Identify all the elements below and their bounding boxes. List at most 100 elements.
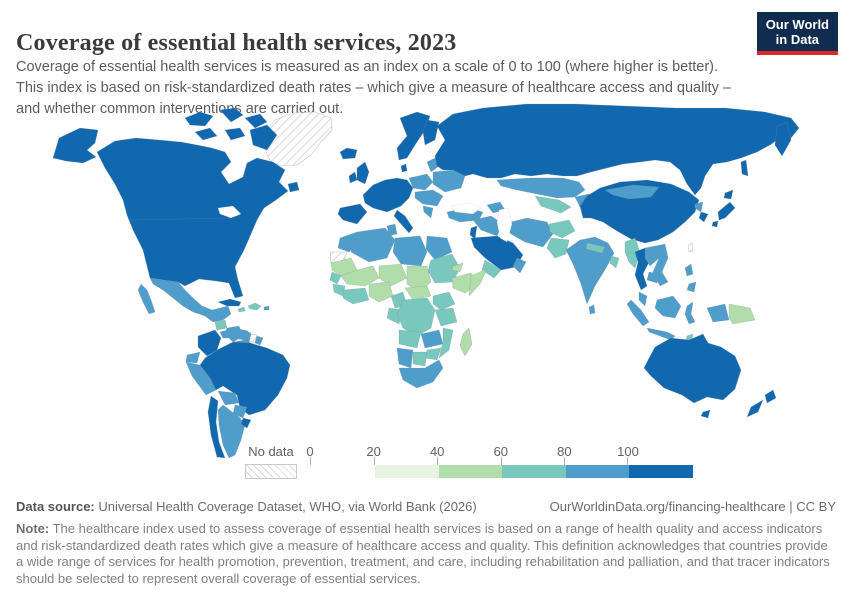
country-china[interactable] [579, 179, 700, 244]
country-dr-congo[interactable] [396, 297, 436, 337]
country-russia-kamchatka[interactable] [774, 121, 792, 157]
country-iberia[interactable] [337, 203, 368, 225]
country-canada-island[interactable] [244, 113, 268, 129]
legend-bin-80-100[interactable] [629, 465, 693, 478]
country-japan-hokkaido[interactable] [723, 189, 734, 200]
country-philippines-luzon[interactable] [684, 263, 694, 277]
country-jamaica[interactable] [237, 306, 246, 313]
country-ireland[interactable] [348, 171, 358, 184]
country-italy[interactable] [393, 209, 414, 234]
country-nigeria[interactable] [368, 281, 394, 303]
country-denmark[interactable] [400, 163, 408, 173]
country-iceland[interactable] [339, 147, 358, 160]
country-eritrea[interactable] [451, 262, 464, 273]
country-south-africa[interactable] [398, 359, 444, 389]
country-uganda-kenya[interactable] [432, 291, 456, 311]
owid-logo[interactable]: Our World in Data [756, 12, 838, 55]
country-madagascar[interactable] [459, 327, 473, 357]
country-australia[interactable] [643, 333, 742, 404]
country-norway-sweden[interactable] [396, 111, 431, 161]
country-brazil[interactable] [199, 341, 291, 416]
country-cuba[interactable] [217, 298, 242, 307]
country-mozambique-malawi[interactable] [438, 327, 454, 359]
country-tasmania[interactable] [700, 409, 711, 419]
country-canada-baffin[interactable] [249, 124, 278, 151]
country-bangladesh[interactable] [609, 255, 620, 269]
country-senegal[interactable] [329, 271, 342, 285]
country-mexico[interactable] [149, 277, 232, 323]
country-namibia[interactable] [396, 347, 414, 369]
country-poland[interactable] [408, 173, 434, 191]
country-turkmenistan-uzbekistan[interactable] [534, 195, 572, 214]
country-indonesia-sumatra[interactable] [626, 299, 650, 327]
country-indonesia-java[interactable] [646, 327, 676, 341]
country-zambia[interactable] [420, 329, 444, 349]
country-ecuador[interactable] [185, 351, 201, 364]
country-central-african-republic[interactable] [404, 285, 432, 301]
country-papua-new-guinea[interactable] [728, 303, 756, 325]
country-nepal[interactable] [585, 242, 606, 254]
country-united-kingdom[interactable] [356, 161, 370, 185]
country-zimbabwe[interactable] [424, 347, 442, 361]
country-tunisia[interactable] [386, 223, 398, 237]
country-taiwan[interactable] [687, 242, 694, 253]
country-newfoundland[interactable] [287, 181, 300, 193]
country-sri-lanka[interactable] [588, 304, 596, 315]
country-new-zealand-south[interactable] [746, 399, 764, 418]
country-angola[interactable] [398, 329, 422, 349]
country-south-korea[interactable] [698, 211, 709, 223]
country-philippines-mindanao[interactable] [686, 281, 697, 293]
country-greenland[interactable] [262, 111, 333, 167]
country-guyana[interactable] [242, 330, 252, 343]
country-iran[interactable] [502, 217, 554, 248]
country-libya[interactable] [392, 235, 428, 267]
country-russia-sakhalin[interactable] [740, 159, 749, 177]
country-french-guiana[interactable] [254, 335, 264, 346]
country-north-korea[interactable] [694, 201, 704, 213]
country-kazakhstan[interactable] [496, 177, 586, 199]
country-hispaniola[interactable] [247, 302, 262, 311]
country-indonesia-sulawesi[interactable] [684, 301, 696, 325]
country-egypt[interactable] [425, 235, 453, 261]
country-mongolia[interactable] [604, 184, 660, 200]
country-west-new-guinea[interactable] [706, 303, 730, 323]
country-canada-island[interactable] [194, 127, 218, 141]
country-guatemala[interactable] [214, 319, 228, 331]
country-india[interactable] [565, 236, 615, 305]
country-uruguay[interactable] [240, 417, 252, 429]
country-chile[interactable] [207, 395, 226, 459]
country-somalia[interactable] [468, 268, 488, 297]
country-balkans-romania[interactable] [414, 189, 444, 207]
country-malaysia[interactable] [638, 291, 648, 307]
country-pakistan[interactable] [546, 237, 570, 259]
legend-no-data-swatch[interactable] [245, 464, 297, 479]
country-yemen[interactable] [481, 259, 502, 279]
country-ivory-coast-ghana[interactable] [342, 287, 370, 305]
country-oman[interactable] [512, 257, 527, 274]
country-japan-kyushu[interactable] [711, 220, 719, 228]
legend-bin-40-60[interactable] [502, 465, 566, 478]
country-canada-island[interactable] [219, 107, 244, 123]
country-greece[interactable] [422, 205, 434, 219]
country-niger[interactable] [378, 263, 408, 287]
country-cambodia[interactable] [646, 271, 661, 284]
country-tanzania[interactable] [434, 307, 458, 327]
country-canada-island[interactable] [184, 111, 214, 127]
country-myanmar[interactable] [624, 237, 641, 269]
country-new-zealand-north[interactable] [764, 389, 777, 404]
country-japan-honshu[interactable] [717, 201, 736, 221]
country-afghanistan[interactable] [548, 219, 576, 239]
legend-bin-20-40[interactable] [438, 465, 503, 478]
country-western-europe[interactable] [362, 177, 414, 213]
country-canada-usa[interactable] [96, 137, 289, 299]
source-link[interactable]: OurWorldinData.org/financing-healthcare … [549, 499, 836, 514]
legend-bin-60-80[interactable] [565, 465, 630, 478]
country-alaska[interactable] [52, 127, 99, 164]
country-finland[interactable] [422, 119, 440, 146]
country-mexico-baja[interactable] [137, 283, 156, 315]
country-algeria[interactable] [350, 227, 396, 263]
country-laos[interactable] [644, 245, 660, 267]
country-canada-island[interactable] [224, 127, 246, 141]
country-botswana[interactable] [412, 351, 428, 367]
country-bolivia[interactable] [217, 390, 240, 406]
